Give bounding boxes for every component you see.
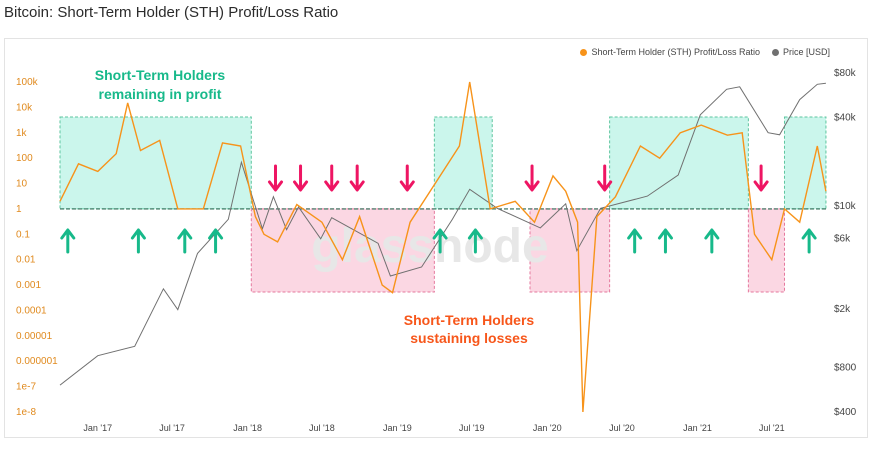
up-arrow-9: [801, 228, 817, 254]
y-left-tick-10: 0.00001: [16, 331, 53, 342]
legend-price-label: Price [USD]: [782, 47, 830, 57]
y-right-tick-1: $40k: [834, 112, 857, 123]
y-right-tick-2: $10k: [834, 201, 857, 212]
chart-legend: Short-Term Holder (STH) Profit/Loss Rati…: [580, 47, 830, 57]
y-left-tick-11: 0.000001: [16, 356, 58, 367]
x-tick-6: Jan '20: [533, 423, 562, 433]
up-arrow-2: [177, 228, 193, 254]
profit-region-6: [783, 116, 827, 210]
y-right-tick-3: $6k: [834, 234, 851, 245]
y-right-tick-5: $800: [834, 363, 857, 374]
x-tick-0: Jan '17: [83, 423, 112, 433]
profit-region-4: [609, 116, 749, 210]
up-arrow-5: [467, 228, 483, 254]
up-arrow-7: [657, 228, 673, 254]
x-tick-7: Jul '20: [609, 423, 635, 433]
x-tick-2: Jan '18: [233, 423, 262, 433]
x-tick-9: Jul '21: [759, 423, 785, 433]
down-arrow-5: [524, 164, 540, 192]
y-left-tick-8: 0.001: [16, 280, 41, 291]
y-left-tick-6: 0.1: [16, 229, 30, 240]
y-right-tick-6: $400: [834, 407, 857, 418]
legend-item-price[interactable]: Price [USD]: [771, 47, 830, 57]
x-tick-4: Jan '19: [383, 423, 412, 433]
y-left-tick-12: 1e-7: [16, 382, 36, 393]
legend-price-swatch: [771, 48, 779, 56]
loss-region-5: [747, 208, 785, 293]
y-right-tick-4: $2k: [834, 304, 851, 315]
chart-frame: [4, 38, 868, 438]
down-arrow-0: [268, 164, 283, 192]
loss-annotation-line-0: Short-Term Holders: [404, 312, 535, 328]
sth-ratio-line: [59, 81, 827, 413]
y-left-tick-2: 1k: [16, 128, 28, 139]
y-left-tick-4: 10: [16, 179, 28, 190]
profit-annotation-line-1: remaining in profit: [99, 86, 222, 102]
legend-ratio-swatch: [580, 48, 588, 56]
y-left-tick-0: 100k: [16, 77, 39, 88]
y-left-tick-9: 0.0001: [16, 305, 47, 316]
down-arrow-4: [399, 164, 415, 192]
profit-region-2: [433, 116, 493, 210]
profit-annotation-line-0: Short-Term Holders: [95, 67, 226, 83]
up-arrow-3: [208, 228, 224, 254]
x-tick-8: Jan '21: [683, 423, 712, 433]
x-tick-1: Jul '17: [159, 423, 185, 433]
legend-item-ratio[interactable]: Short-Term Holder (STH) Profit/Loss Rati…: [580, 47, 760, 57]
price-line: [59, 82, 826, 386]
y-left-tick-1: 10k: [16, 102, 33, 113]
up-arrow-4: [432, 228, 448, 254]
up-arrow-6: [627, 228, 643, 254]
up-arrow-1: [130, 228, 146, 254]
loss-region-1: [250, 208, 435, 293]
down-arrow-2: [324, 164, 340, 192]
y-left-tick-5: 1: [16, 204, 22, 215]
down-arrow-1: [293, 164, 309, 192]
up-arrow-8: [704, 228, 720, 254]
x-tick-3: Jul '18: [309, 423, 335, 433]
y-left-tick-13: 1e-8: [16, 407, 36, 418]
down-arrow-7: [753, 164, 769, 192]
y-right-tick-0: $80k: [834, 68, 857, 79]
profit-region-0: [59, 116, 252, 210]
page-title: Bitcoin: Short-Term Holder (STH) Profit/…: [4, 4, 339, 21]
loss-annotation-line-1: sustaining losses: [410, 330, 528, 346]
down-arrow-3: [349, 164, 365, 192]
up-arrow-0: [60, 228, 76, 254]
x-tick-5: Jul '19: [459, 423, 485, 433]
y-left-tick-3: 100: [16, 153, 33, 164]
down-arrow-6: [597, 164, 613, 192]
legend-ratio-label: Short-Term Holder (STH) Profit/Loss Rati…: [591, 47, 760, 57]
watermark-text: glassnode: [311, 220, 548, 273]
y-left-tick-7: 0.01: [16, 255, 36, 266]
